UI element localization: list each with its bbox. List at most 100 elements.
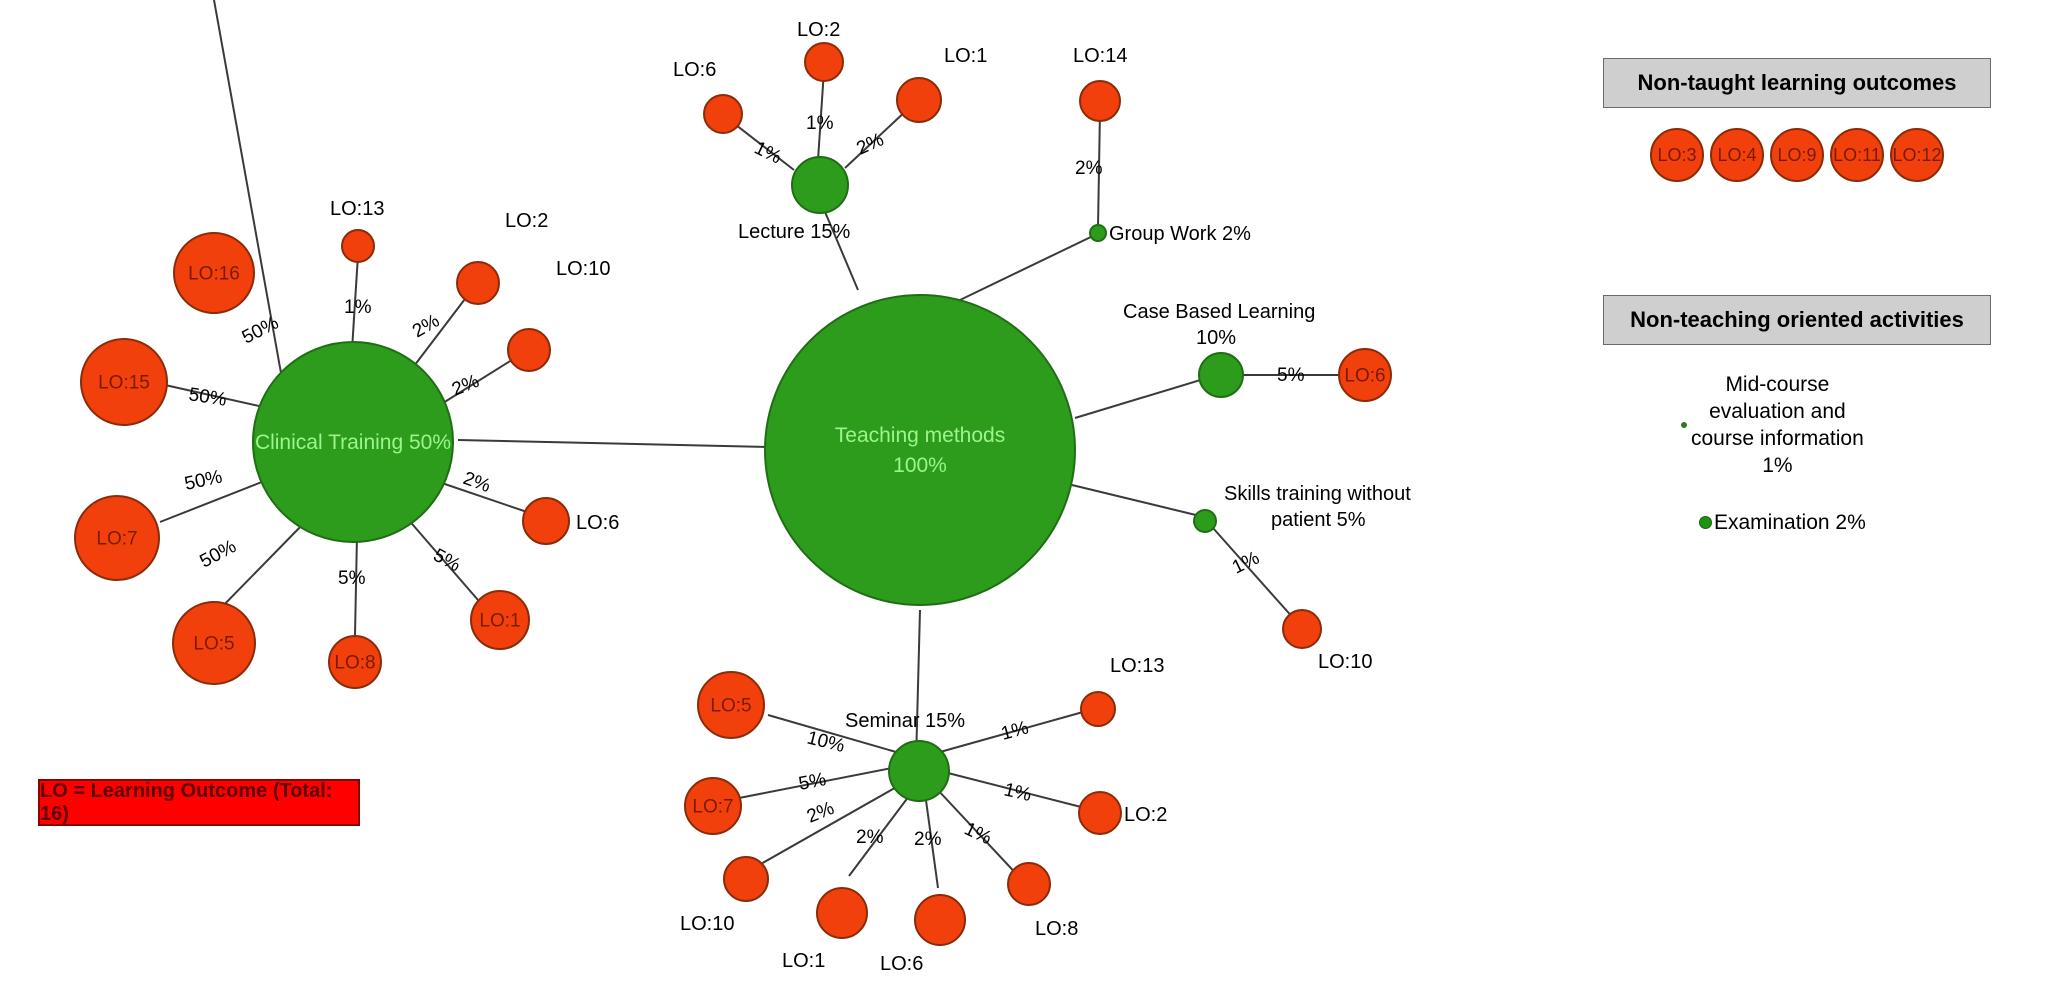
legend-examination-label: Examination 2% bbox=[1714, 511, 1866, 534]
node-skills-training[interactable] bbox=[1193, 509, 1217, 533]
node-group-work-caption: Group Work 2% bbox=[1109, 223, 1251, 245]
node-lo10-clinical-caption: LO:10 bbox=[556, 258, 610, 280]
node-lo14-groupwork-caption: LO:14 bbox=[1073, 45, 1127, 67]
node-lo5-clinical-label: LO:5 bbox=[193, 634, 234, 655]
pct-clinical-lo2: 2% bbox=[409, 310, 443, 342]
cluster-group-work: LO:14 Group Work 2% 2% bbox=[1073, 45, 1251, 245]
node-case-based-learning[interactable] bbox=[1198, 352, 1244, 398]
node-clinical-training[interactable] bbox=[252, 341, 454, 543]
legend-non-taught-items: LO:3 LO:4 LO:9 LO:11 LO:12 bbox=[1603, 128, 1991, 182]
node-lo13-clinical[interactable] bbox=[341, 229, 375, 263]
node-lo5-seminar-label: LO:5 bbox=[710, 696, 751, 717]
edge-seminar-lo5 bbox=[767, 714, 897, 753]
node-lo6-clinical[interactable] bbox=[522, 497, 570, 545]
legend-lo11[interactable]: LO:11 bbox=[1830, 128, 1884, 182]
node-lo10-skills[interactable] bbox=[1282, 609, 1322, 649]
legend-non-taught-title: Non-taught learning outcomes bbox=[1603, 58, 1991, 108]
pct-seminar-lo1: 2% bbox=[856, 827, 884, 848]
edge-clinical-lo16 bbox=[213, 0, 282, 374]
node-lo6-case[interactable] bbox=[1338, 348, 1392, 402]
node-lo8-seminar[interactable] bbox=[1007, 862, 1051, 906]
edge-clinical-lo13 bbox=[351, 254, 359, 351]
pct-seminar-lo13: 1% bbox=[999, 717, 1031, 744]
pct-seminar-lo5: 10% bbox=[805, 727, 847, 757]
node-case-based-caption-line1: Case Based Learning bbox=[1123, 301, 1315, 323]
pct-seminar-lo2: 1% bbox=[1002, 779, 1034, 806]
legend-lo3[interactable]: LO:3 bbox=[1650, 128, 1704, 182]
legend-non-teaching-title: Non-teaching oriented activities bbox=[1603, 295, 1991, 345]
node-lo13-seminar[interactable] bbox=[1080, 691, 1116, 727]
node-case-based-caption-line2: 10% bbox=[1196, 327, 1236, 349]
node-lo6-clinical-caption: LO:6 bbox=[576, 512, 619, 534]
node-lo8-clinical[interactable] bbox=[328, 635, 382, 689]
legend-non-teaching-panel: Non-teaching oriented activities Mid-cou… bbox=[1603, 295, 1991, 536]
node-lo6-lecture[interactable] bbox=[703, 94, 743, 134]
node-lo2-lecture-caption: LO:2 bbox=[797, 19, 840, 41]
node-lo5-seminar[interactable] bbox=[697, 671, 765, 739]
node-lo2-seminar[interactable] bbox=[1078, 791, 1122, 835]
edge-clinical-lo5 bbox=[215, 521, 306, 614]
edge-root-case bbox=[1074, 374, 1218, 419]
node-teaching-methods[interactable] bbox=[764, 294, 1076, 606]
pct-seminar-lo6: 2% bbox=[914, 829, 942, 850]
legend-mid-course-row[interactable]: Mid-course evaluation and course informa… bbox=[1603, 371, 1991, 479]
pct-clinical-lo15: 50% bbox=[187, 384, 228, 411]
lo-key-box: LO = Learning Outcome (Total: 16) bbox=[38, 779, 360, 826]
node-seminar-caption: Seminar 15% bbox=[845, 710, 965, 732]
edge-seminar-lo8 bbox=[935, 787, 1023, 881]
legend-lo9[interactable]: LO:9 bbox=[1770, 128, 1824, 182]
node-teaching-methods-label-line1: Teaching methods bbox=[835, 424, 1005, 447]
node-lo1-clinical[interactable] bbox=[470, 590, 530, 650]
edge-root-groupwork bbox=[959, 233, 1098, 301]
node-lo2-lecture[interactable] bbox=[804, 42, 844, 82]
node-lo7-clinical[interactable] bbox=[74, 495, 160, 581]
node-lo8-seminar-caption: LO:8 bbox=[1035, 918, 1078, 940]
node-lo15-clinical[interactable] bbox=[80, 338, 168, 426]
edge-clinical-lo6 bbox=[432, 479, 528, 513]
legend-lo4[interactable]: LO:4 bbox=[1710, 128, 1764, 182]
node-lo14-groupwork[interactable] bbox=[1079, 80, 1121, 122]
node-lo1-lecture[interactable] bbox=[896, 77, 942, 123]
node-lecture[interactable] bbox=[791, 156, 849, 214]
edge-clinical-lo10 bbox=[434, 357, 516, 409]
edge-clinical-lo1 bbox=[399, 509, 479, 601]
edge-lecture-lo2 bbox=[817, 69, 825, 161]
node-lo10-clinical[interactable] bbox=[507, 328, 551, 372]
node-seminar[interactable] bbox=[888, 740, 950, 802]
edge-root-lecture bbox=[819, 199, 859, 291]
node-teaching-methods-label-line2: 100% bbox=[893, 454, 947, 477]
edge-clinical-lo2 bbox=[410, 294, 469, 371]
lo-key-label: LO = Learning Outcome (Total: 16) bbox=[40, 779, 333, 825]
node-lo6-seminar-caption: LO:6 bbox=[880, 953, 923, 975]
legend-examination-row[interactable]: Examination 2% bbox=[1603, 509, 1991, 536]
edge-seminar-lo1 bbox=[848, 791, 913, 877]
node-lo6-case-label: LO:6 bbox=[1344, 366, 1385, 387]
node-lo16-clinical[interactable] bbox=[173, 232, 255, 314]
node-lo1-seminar[interactable] bbox=[816, 887, 868, 939]
examination-dot-icon bbox=[1699, 516, 1712, 529]
node-lo7-clinical-label: LO:7 bbox=[96, 529, 137, 550]
edge-groupwork-lo14 bbox=[1097, 109, 1101, 229]
node-lo5-clinical[interactable] bbox=[172, 601, 256, 685]
pct-lecture-lo6: 1% bbox=[751, 138, 785, 169]
node-lo6-lecture-caption: LO:6 bbox=[673, 59, 716, 81]
edge-root-clinical bbox=[457, 439, 769, 448]
node-lo6-seminar[interactable] bbox=[914, 894, 966, 946]
node-lo15-clinical-label: LO:15 bbox=[98, 373, 150, 394]
edge-clinical-lo7 bbox=[159, 477, 273, 523]
legend-lo12[interactable]: LO:12 bbox=[1890, 128, 1944, 182]
node-lo10-seminar-caption: LO:10 bbox=[680, 913, 734, 935]
node-lo13-seminar-caption: LO:13 bbox=[1110, 655, 1164, 677]
node-lo7-seminar[interactable] bbox=[684, 777, 742, 835]
node-lo10-seminar[interactable] bbox=[723, 856, 769, 902]
node-group-work[interactable] bbox=[1089, 224, 1107, 242]
pct-clinical-lo6: 2% bbox=[460, 468, 493, 497]
pct-lecture-lo2: 1% bbox=[806, 113, 834, 134]
cluster-skills-training: LO:10 Skills training without patient 5%… bbox=[1193, 483, 1411, 673]
node-clinical-training-label: Clinical Training 50% bbox=[255, 431, 451, 454]
node-lo2-clinical[interactable] bbox=[456, 261, 500, 305]
pct-clinical-lo10: 2% bbox=[449, 371, 482, 401]
edge-seminar-lo2 bbox=[943, 771, 1086, 809]
edge-seminar-lo13 bbox=[939, 711, 1084, 753]
